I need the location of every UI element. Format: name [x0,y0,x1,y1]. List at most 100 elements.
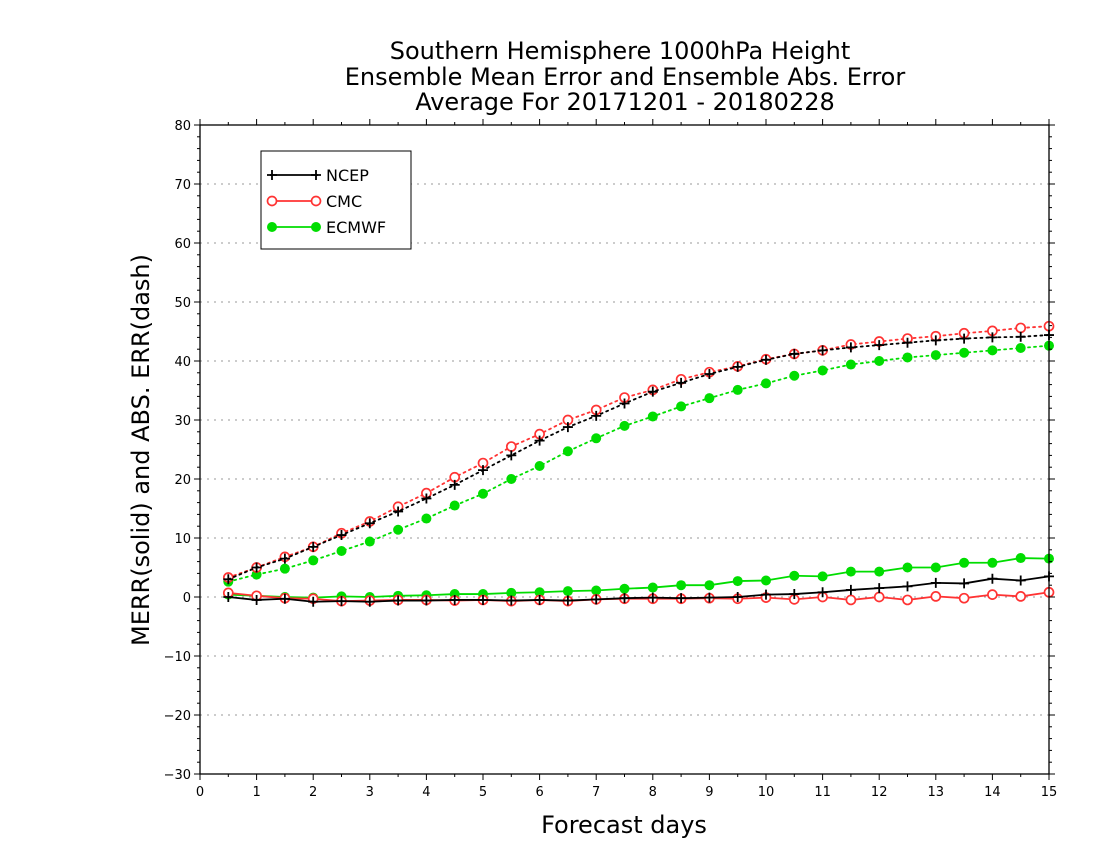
abs-err-point [591,433,602,444]
y-tick-label: 0 [183,591,191,606]
y-tick-label: 60 [174,237,191,252]
legend-label: NCEP [326,166,369,185]
abs-err-point [732,384,743,395]
abs-err-point [789,370,800,381]
abs-err-point [478,465,488,476]
legend-marker [310,195,322,207]
legend-item-ncep: NCEP [267,166,369,185]
merr-point [789,570,800,581]
x-tick-label: 14 [984,785,1001,800]
legend-marker [311,222,321,232]
x-tick-label: 8 [649,785,657,800]
y-tick-label: −10 [164,650,191,665]
abs-err-point [761,354,771,365]
abs-err-point [591,410,602,421]
x-tick-label: 5 [479,785,487,800]
merr-point [704,580,715,591]
x-tick-label: 4 [422,785,430,800]
abs-err-point [647,386,658,397]
x-tick-label: 15 [1041,785,1058,800]
abs-err-point [279,553,290,564]
abs-err-point [676,401,687,412]
merr-point [308,596,319,607]
merr-point [279,593,290,604]
legend-label: ECMWF [326,218,386,237]
abs-err-point [478,488,488,499]
merr-point [732,592,743,602]
abs-err-point [562,446,573,457]
abs-err-point [704,368,715,379]
legend-marker [267,222,277,232]
abs-err-point [930,335,941,346]
abs-err-point [336,530,347,541]
legend-items: NCEP CMC ECMWF [266,166,386,237]
y-tick-label: 80 [174,119,191,134]
merr-point [506,587,517,598]
series-layer [222,320,1055,607]
y-tick-label: 30 [174,414,191,429]
title-line-3: Average For 20171201 - 20180228 [415,88,835,116]
abs-err-point [619,420,630,431]
abs-err-point [987,345,998,356]
merr-point [676,593,687,604]
merr-point [874,566,885,577]
merr-point [449,594,460,605]
title-line-2: Ensemble Mean Error and Ensemble Abs. Er… [345,63,906,91]
legend-marker [311,170,321,180]
series-ncep [223,330,1054,607]
abs-err-point [364,518,375,529]
merr-point [930,591,942,602]
x-tick-label: 10 [758,785,775,800]
abs-err-point [1015,322,1027,334]
legend-item-cmc: CMC [266,192,362,211]
abs-err-point [732,361,743,372]
merr-point [732,576,743,587]
merr-point [930,577,941,588]
x-tick-label: 6 [535,785,543,800]
abs-err-point [704,393,715,404]
abs-err-point [506,450,517,461]
x-tick-label: 1 [252,785,260,800]
abs-err-point [902,352,913,363]
abs-err-point [364,536,375,547]
abs-err-point [1015,331,1026,342]
merr-point [874,583,885,594]
merr-point [817,587,828,598]
merr-point [478,594,488,605]
merr-point [421,595,432,606]
abs-err-line [227,325,1050,579]
merr-point [591,585,602,596]
abs-err-point [534,461,545,472]
abs-err-point [562,422,573,433]
legend-box [260,150,412,250]
y-tick-label: 70 [174,178,191,193]
merr-point [761,575,771,586]
merr-point [562,595,573,606]
merr-point [761,589,771,600]
merr-point [987,589,998,600]
y-tick-label: 10 [174,532,191,547]
merr-point [873,591,885,603]
abs-err-point [959,333,970,344]
merr-point [336,596,347,607]
abs-err-point [506,474,517,484]
merr-point [251,594,262,605]
abs-err-point [421,493,432,504]
merr-point [676,580,687,591]
y-tick-label: 50 [174,296,191,311]
abs-err-point [789,348,800,359]
abs-err-point [619,398,630,409]
merr-point [647,582,658,593]
merr-point [393,595,404,606]
abs-err-point [761,378,771,389]
series-cmc [222,320,1055,607]
x-tick-label: 7 [592,785,600,800]
x-tick-label: 9 [705,785,713,800]
merr-point [534,587,545,598]
abs-err-point [987,332,998,343]
merr-point [959,557,970,568]
